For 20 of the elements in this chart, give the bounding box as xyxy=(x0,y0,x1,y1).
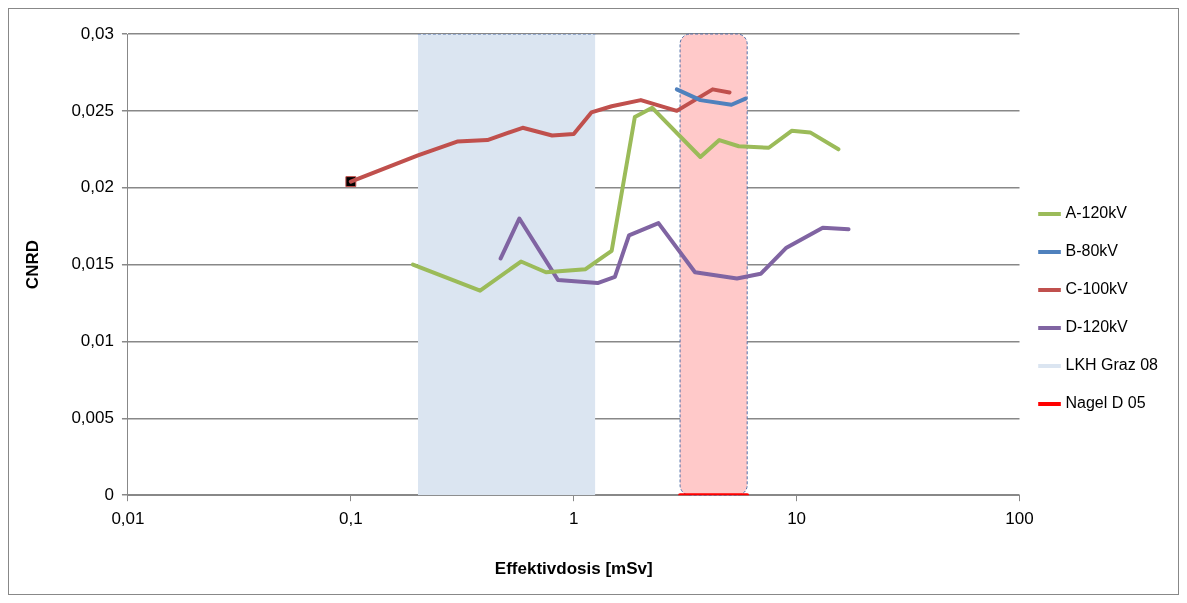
legend-label: A-120kV xyxy=(1065,204,1128,222)
legend-label: D-120kV xyxy=(1065,318,1129,336)
y-tick-label: 0 xyxy=(104,484,114,504)
x-tick-label: 1 xyxy=(568,509,579,529)
y-axis-title: CNRD xyxy=(22,240,42,290)
legend-label: Nagel D 05 xyxy=(1065,394,1146,412)
x-axis-title: Effektivdosis [mSv] xyxy=(494,559,653,579)
y-tick-label: 0,01 xyxy=(80,331,114,351)
legend-label: B-80kV xyxy=(1065,242,1119,260)
x-tick-label: 0,1 xyxy=(339,509,363,529)
y-tick-label: 0,03 xyxy=(80,23,114,43)
legend-label: LKH Graz 08 xyxy=(1065,356,1159,374)
x-tick-label: 100 xyxy=(1005,509,1034,529)
y-tick-label: 0,02 xyxy=(80,177,114,197)
y-tick-label: 0,015 xyxy=(71,254,114,274)
x-tick-label: 10 xyxy=(787,509,807,529)
y-tick-label: 0,025 xyxy=(71,100,114,120)
legend-label: C-100kV xyxy=(1065,280,1129,298)
y-tick-label: 0,005 xyxy=(71,408,114,428)
x-tick-label: 0,01 xyxy=(111,509,145,529)
